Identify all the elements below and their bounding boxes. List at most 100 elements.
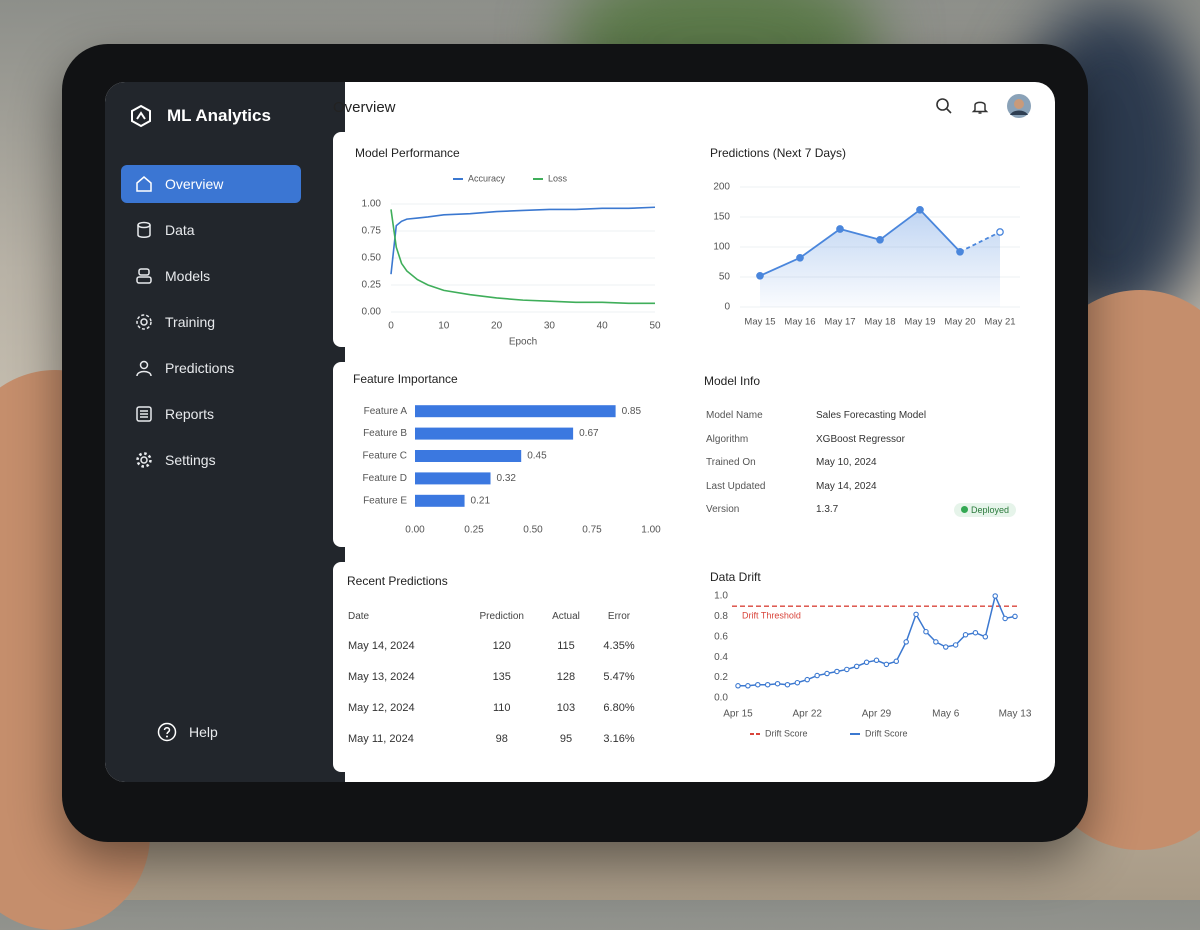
point — [756, 271, 764, 280]
model-info-panel: Model Info Model Name Sales Forecasting M… — [690, 362, 1040, 547]
table-cell: 3.16% — [603, 732, 635, 745]
notification-icon[interactable] — [971, 97, 989, 115]
y-tick-label: Feature C — [363, 451, 407, 462]
x-tick-label: May 16 — [784, 317, 815, 328]
nav: Overview Data Models Training Prediction… — [121, 165, 301, 487]
value-label: 0.21 — [471, 495, 491, 506]
legend-label: Drift Score — [865, 728, 908, 738]
y-tick-label: 1.00 — [362, 199, 382, 210]
point — [982, 634, 989, 640]
predictions-panel: Predictions (Next 7 Days) 0 50 100 150 200 May… — [690, 132, 1040, 347]
predictions-table: Date Prediction Actual Error May 14, 2024 120… — [347, 602, 647, 754]
nav-item[interactable]: Settings — [121, 441, 301, 479]
chart-title: Feature Importance — [353, 372, 458, 386]
table-cell: 120 — [492, 639, 511, 652]
brand-name: ML Analytics — [167, 106, 271, 125]
line-segment — [959, 231, 1001, 253]
main: Overview Model Performance 0.00 0.25 0.50 0.… — [333, 82, 1055, 782]
nav-label: Settings — [165, 452, 216, 468]
value-label: 0.32 — [497, 473, 517, 484]
nav-item[interactable]: Training — [121, 303, 301, 341]
nav-item[interactable]: Models — [121, 257, 301, 295]
x-tick-label: 40 — [597, 321, 609, 332]
status-badge: Deployed — [953, 502, 1016, 517]
y-tick-label: Feature B — [363, 428, 407, 439]
x-tick-label: 0.50 — [523, 525, 543, 536]
nav-label: Overview — [165, 176, 224, 192]
x-tick-label: May 15 — [744, 317, 775, 328]
point — [784, 681, 791, 688]
point — [794, 679, 801, 686]
table-cell: 135 — [492, 670, 511, 683]
point — [735, 683, 741, 689]
table-row: May 12, 2024 110 103 6.80% — [347, 692, 647, 723]
x-tick-label: 20 — [491, 321, 503, 332]
info-row: Algorithm XGBoost Regressor — [706, 428, 1016, 452]
column-header: Actual — [552, 610, 580, 622]
point — [745, 683, 751, 689]
legend-label: Loss — [548, 173, 568, 183]
line-segment — [799, 228, 841, 259]
table-cell: May 11, 2024 — [348, 732, 414, 745]
y-tick-label: 50 — [719, 272, 731, 283]
status-label: Deployed — [970, 504, 1009, 515]
chart-title: Data Drift — [710, 570, 761, 584]
point — [876, 235, 884, 244]
nav-label: Predictions — [165, 360, 235, 376]
table-row: May 13, 2024 135 128 5.47% — [347, 661, 647, 692]
point — [796, 253, 804, 262]
column-header: Prediction — [479, 610, 524, 622]
brand-logo — [131, 104, 151, 128]
point — [836, 225, 844, 233]
point — [814, 672, 820, 679]
value-label: 0.45 — [527, 451, 547, 462]
search-icon[interactable] — [935, 97, 953, 115]
chart-title: Model Performance — [355, 146, 460, 160]
x-tick-label: May 21 — [984, 317, 1015, 328]
brand[interactable]: ML Analytics — [129, 104, 271, 128]
line-segment — [759, 256, 801, 277]
point — [764, 681, 771, 688]
table-cell: 128 — [556, 670, 576, 683]
series-line — [390, 206, 656, 275]
y-tick-label: 200 — [713, 182, 730, 193]
page-title: Overview — [333, 99, 396, 116]
table-cell: 103 — [556, 701, 576, 714]
nav-item[interactable]: Overview — [121, 165, 301, 203]
nav-item[interactable]: Predictions — [121, 349, 301, 387]
x-tick-label: 0.25 — [464, 525, 484, 536]
avatar[interactable] — [1007, 94, 1031, 118]
screen: ML Analytics Overview Data Models Traini… — [105, 82, 1055, 782]
info-key: Trained On — [706, 457, 756, 469]
area — [760, 209, 1000, 307]
point — [853, 663, 860, 670]
y-tick-label: 0 — [724, 302, 730, 313]
nav-item[interactable]: Reports — [121, 395, 301, 433]
panel-title: Recent Predictions — [347, 574, 448, 588]
point — [883, 661, 890, 668]
y-tick-label: 0.8 — [714, 611, 728, 622]
point — [1002, 615, 1008, 622]
model-performance-panel: Model Performance 0.00 0.25 0.50 0.75 1.00 0 10… — [333, 132, 673, 347]
help[interactable]: Help — [157, 722, 218, 742]
table-cell: May 12, 2024 — [348, 701, 415, 714]
point — [893, 658, 900, 665]
bar — [415, 494, 465, 507]
legend-label: Accuracy — [468, 173, 506, 183]
point — [873, 657, 880, 664]
nav-label: Training — [165, 314, 216, 330]
x-tick-label: Apr 22 — [793, 709, 823, 720]
table-cell: 6.80% — [603, 701, 635, 714]
y-tick-label: Feature A — [364, 406, 408, 417]
nav-item[interactable]: Data — [121, 211, 301, 249]
x-tick-label: 50 — [649, 321, 661, 332]
predictions-chart: Predictions (Next 7 Days) 0 50 100 150 200 May… — [710, 146, 1020, 328]
x-tick-label: May 19 — [904, 317, 935, 328]
y-tick-label: 0.2 — [714, 672, 728, 683]
point — [923, 628, 929, 635]
point — [943, 644, 949, 650]
point — [824, 670, 830, 677]
point — [755, 681, 761, 688]
nav-label: Reports — [165, 406, 215, 422]
point — [952, 642, 959, 648]
